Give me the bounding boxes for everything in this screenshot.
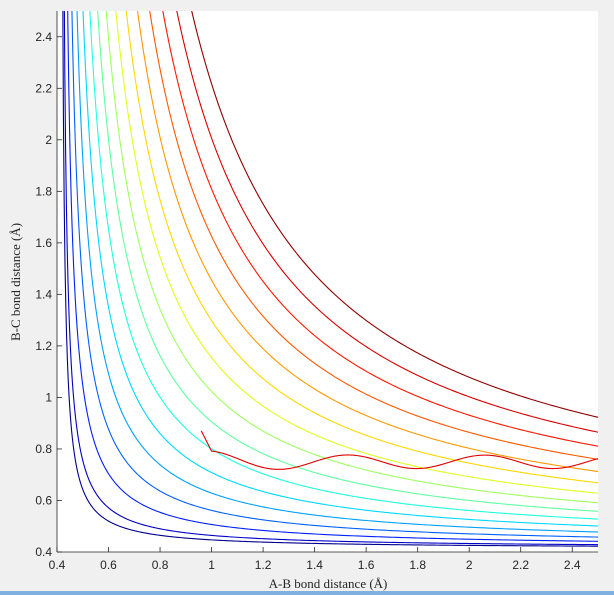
contour-line	[71, 11, 598, 538]
trajectory-line	[200, 430, 598, 470]
x-tick-label: 0.8	[152, 558, 169, 572]
y-tick-label: 2	[45, 133, 52, 147]
contour-line	[162, 11, 598, 447]
x-tick-label: 0.6	[100, 558, 117, 572]
y-axis-ticks: 0.4 0.6 0.8 1 1.2 1.4 1.6 1.8 2 2.2 2.4	[35, 30, 62, 559]
x-axis-ticks: 0.4 0.6 0.8 1 1.2 1.4 1.6 1.8 2 2.2 2.4	[49, 547, 581, 572]
contour-line	[105, 11, 598, 504]
y-tick-label: 1.4	[35, 287, 52, 301]
y-tick-label: 0.6	[35, 493, 52, 507]
contour-line	[97, 11, 598, 512]
contour-line	[82, 11, 598, 527]
trajectory	[200, 430, 598, 470]
contour-line	[125, 11, 598, 484]
contour-line	[76, 11, 598, 533]
contour-line	[149, 11, 598, 460]
contour-line	[67, 11, 598, 542]
x-tick-label: 2	[466, 558, 473, 572]
window-bottom-edge	[0, 591, 614, 595]
contour-lines	[62, 11, 598, 547]
y-tick-label: 1.6	[35, 236, 52, 250]
x-axis-label: A-B bond distance (Å)	[269, 576, 388, 591]
x-tick-label: 1.4	[306, 558, 323, 572]
contour-line	[176, 11, 598, 433]
x-tick-label: 0.4	[49, 558, 66, 572]
y-tick-label: 0.8	[35, 442, 52, 456]
axes-frame	[56, 11, 598, 553]
y-tick-label: 2.2	[35, 81, 52, 95]
contour-line	[62, 11, 598, 547]
contour-line	[63, 11, 598, 546]
plot-area	[57, 11, 598, 552]
x-tick-label: 2.2	[512, 558, 529, 572]
y-tick-label: 1	[45, 390, 52, 404]
y-tick-label: 1.2	[35, 339, 52, 353]
x-tick-label: 2.4	[564, 558, 581, 572]
contour-line	[136, 11, 598, 473]
contour-line	[115, 11, 598, 494]
y-tick-label: 2.4	[35, 30, 52, 44]
y-axis-label: B-C bond distance (Å)	[8, 223, 23, 341]
contour-line	[191, 11, 598, 418]
x-tick-label: 1	[208, 558, 215, 572]
x-tick-label: 1.8	[409, 558, 426, 572]
y-tick-label: 1.8	[35, 184, 52, 198]
x-tick-label: 1.6	[358, 558, 375, 572]
x-tick-label: 1.2	[255, 558, 272, 572]
y-tick-label: 0.4	[35, 545, 52, 559]
contour-line	[89, 11, 598, 520]
